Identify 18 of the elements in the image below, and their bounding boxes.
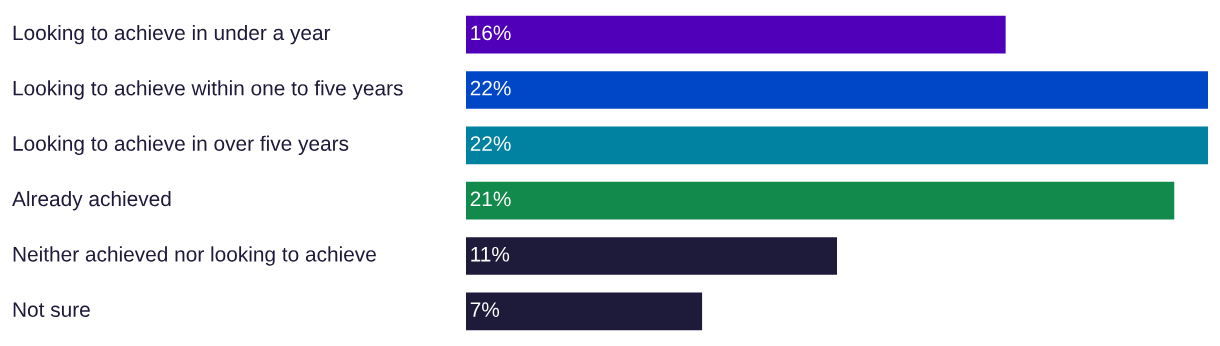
bar (466, 126, 1208, 165)
data-label: 21% (470, 191, 511, 207)
data-label: 22% (470, 136, 511, 151)
y-tick-label: Neither achieved nor looking to achieve (13, 246, 376, 266)
y-tick-label: Looking to achieve within one to five years (13, 80, 403, 100)
bar (466, 15, 1006, 54)
y-tick-label: Already achieved (12, 190, 171, 211)
bar (466, 71, 1208, 109)
y-tick-label: Looking to achieve in over five years (13, 135, 349, 156)
bar (466, 237, 837, 275)
y-tick-label: Looking to achieve in under a year (13, 24, 331, 45)
bar (466, 292, 703, 331)
data-label: 7% (470, 302, 500, 317)
data-label: 22% (470, 80, 511, 96)
data-label: 16% (471, 25, 511, 41)
y-tick-label: Not sure (13, 302, 90, 317)
data-label: 11% (471, 246, 510, 262)
bar (466, 181, 1175, 220)
